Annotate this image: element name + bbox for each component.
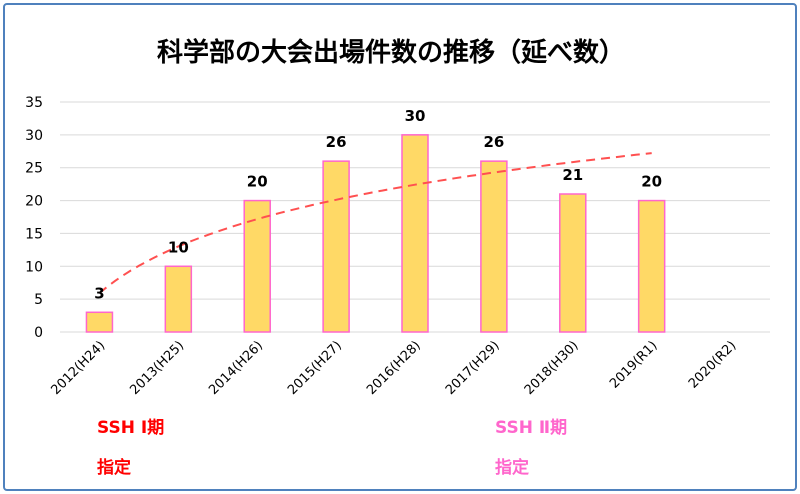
y-tick-label: 25: [25, 161, 43, 177]
bar: [637, 199, 666, 333]
y-tick-label: 5: [34, 292, 43, 308]
chart-frame: 科学部の大会出場件数の推移（延べ数） 0 5 10 15 20 25 30 35 3 10 20 2…: [3, 3, 797, 491]
data-label: 3: [94, 284, 104, 302]
x-tick-label: 2014(H26): [206, 338, 266, 398]
y-tick-label: 35: [25, 95, 43, 111]
y-tick-label: 20: [25, 194, 43, 210]
x-tick-label: 2015(H27): [285, 338, 345, 398]
bar: [559, 193, 587, 333]
trendline: [98, 152, 652, 294]
y-tick-label: 15: [25, 226, 43, 242]
data-label: 21: [562, 166, 583, 184]
data-labels: 3 10 20 26 30 26 21 20: [94, 107, 662, 302]
y-axis: 0 5 10 15 20 25 30 35: [25, 95, 43, 341]
bar: [164, 265, 193, 333]
annotation-line2: 指定: [97, 457, 131, 478]
bar: [243, 199, 271, 333]
x-tick-label: 2012(H24): [48, 338, 108, 398]
y-tick-label: 30: [25, 128, 43, 144]
bar: [322, 160, 350, 333]
bars: [85, 134, 666, 333]
x-tick-label: 2020(R2): [686, 338, 739, 391]
bar: [401, 134, 429, 333]
annotation-line1: SSH Ⅱ期: [495, 418, 567, 438]
annotation-line2: 指定: [495, 457, 529, 478]
bar: [85, 311, 114, 333]
bar: [480, 160, 508, 333]
x-tick-label: 2016(H28): [364, 338, 424, 398]
data-label: 20: [247, 173, 268, 191]
data-label: 30: [405, 107, 426, 125]
x-tick-label: 2013(H25): [127, 338, 187, 398]
x-tick-label: 2018(H30): [522, 338, 582, 398]
annotation-line1: SSH Ⅰ期: [97, 418, 164, 438]
y-tick-label: 0: [34, 325, 43, 341]
y-tick-label: 10: [25, 259, 43, 275]
data-label: 26: [326, 133, 347, 151]
data-label: 10: [168, 238, 189, 256]
x-tick-label: 2019(R1): [607, 338, 660, 391]
data-label: 20: [641, 173, 662, 191]
trend-line: [98, 152, 652, 294]
data-label: 26: [483, 133, 504, 151]
x-axis: 2012(H24) 2013(H25) 2014(H26) 2015(H27) 2016…: [48, 338, 739, 398]
x-tick-label: 2017(H29): [443, 338, 503, 398]
chart-title: 科学部の大会出場件数の推移（延べ数）: [157, 37, 625, 68]
